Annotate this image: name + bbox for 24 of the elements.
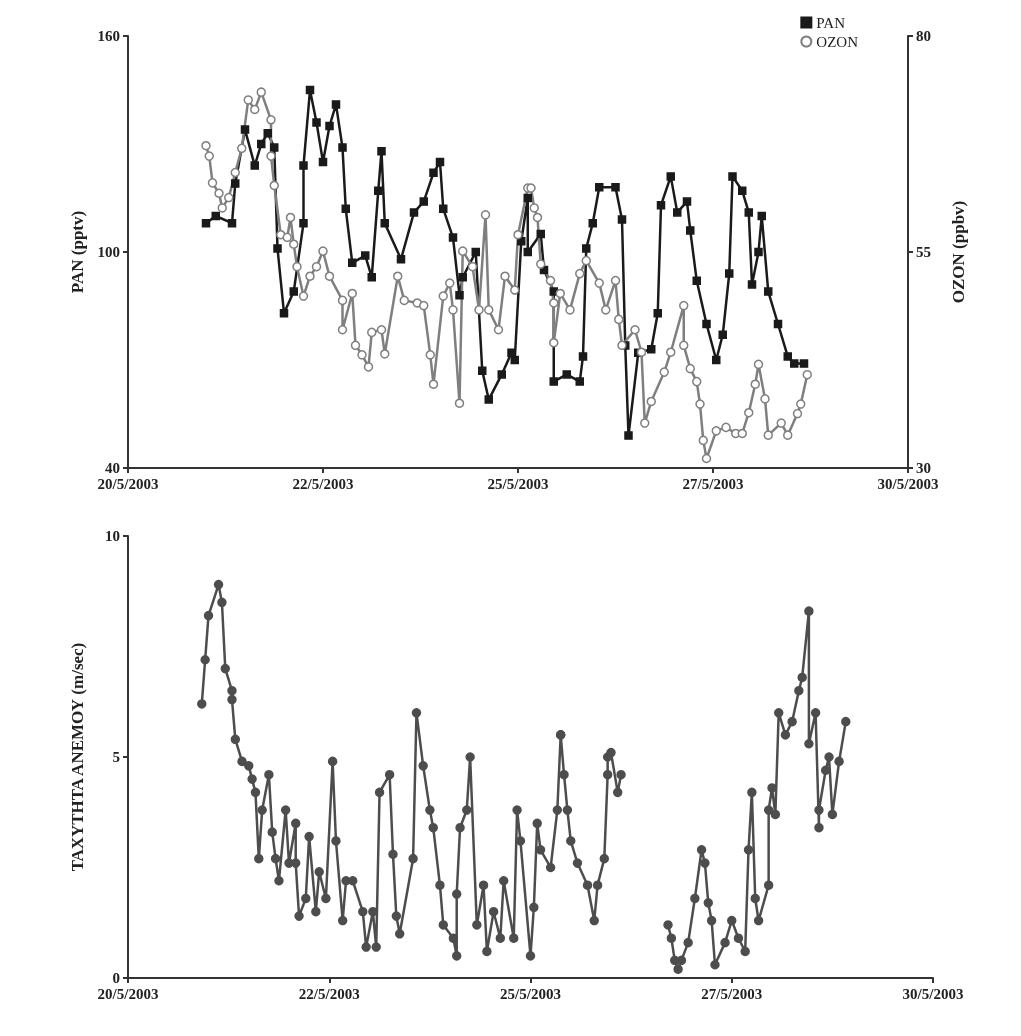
legend-label: PAN — [816, 14, 846, 31]
x-tick-label: 22/5/2003 — [292, 475, 354, 492]
y2-axis-title: OZON (ppbv) — [949, 200, 968, 304]
x-tick-label: 20/5/2003 — [97, 985, 159, 1002]
y2-tick-label: 55 — [916, 244, 931, 260]
y-axis-title: PAN (pptv) — [68, 210, 87, 294]
y-tick-label: 0 — [112, 970, 120, 986]
x-tick-label: 25/5/2003 — [500, 985, 561, 1002]
x-tick-label: 20/5/2003 — [97, 475, 159, 492]
x-tick-label: 27/5/2003 — [682, 475, 744, 492]
y-axis-title: ΤΑΧΥΤΗΤΑ ΑΝΕΜΟΥ (m/sec) — [68, 642, 87, 872]
y2-tick-label: 30 — [916, 460, 931, 476]
legend-label: OZON — [816, 33, 859, 50]
x-tick-label: 22/5/2003 — [298, 985, 360, 1002]
x-tick-label: 25/5/2003 — [487, 475, 549, 492]
y-tick-label: 100 — [97, 244, 120, 260]
x-tick-label: 30/5/2003 — [877, 475, 939, 492]
y-tick-label: 5 — [112, 749, 120, 765]
y-tick-label: 40 — [105, 460, 120, 476]
y2-tick-label: 80 — [916, 28, 931, 44]
y-tick-label: 10 — [105, 528, 120, 544]
x-tick-label: 30/5/2003 — [902, 985, 964, 1002]
y-tick-label: 160 — [97, 28, 120, 44]
x-tick-label: 27/5/2003 — [701, 985, 763, 1002]
